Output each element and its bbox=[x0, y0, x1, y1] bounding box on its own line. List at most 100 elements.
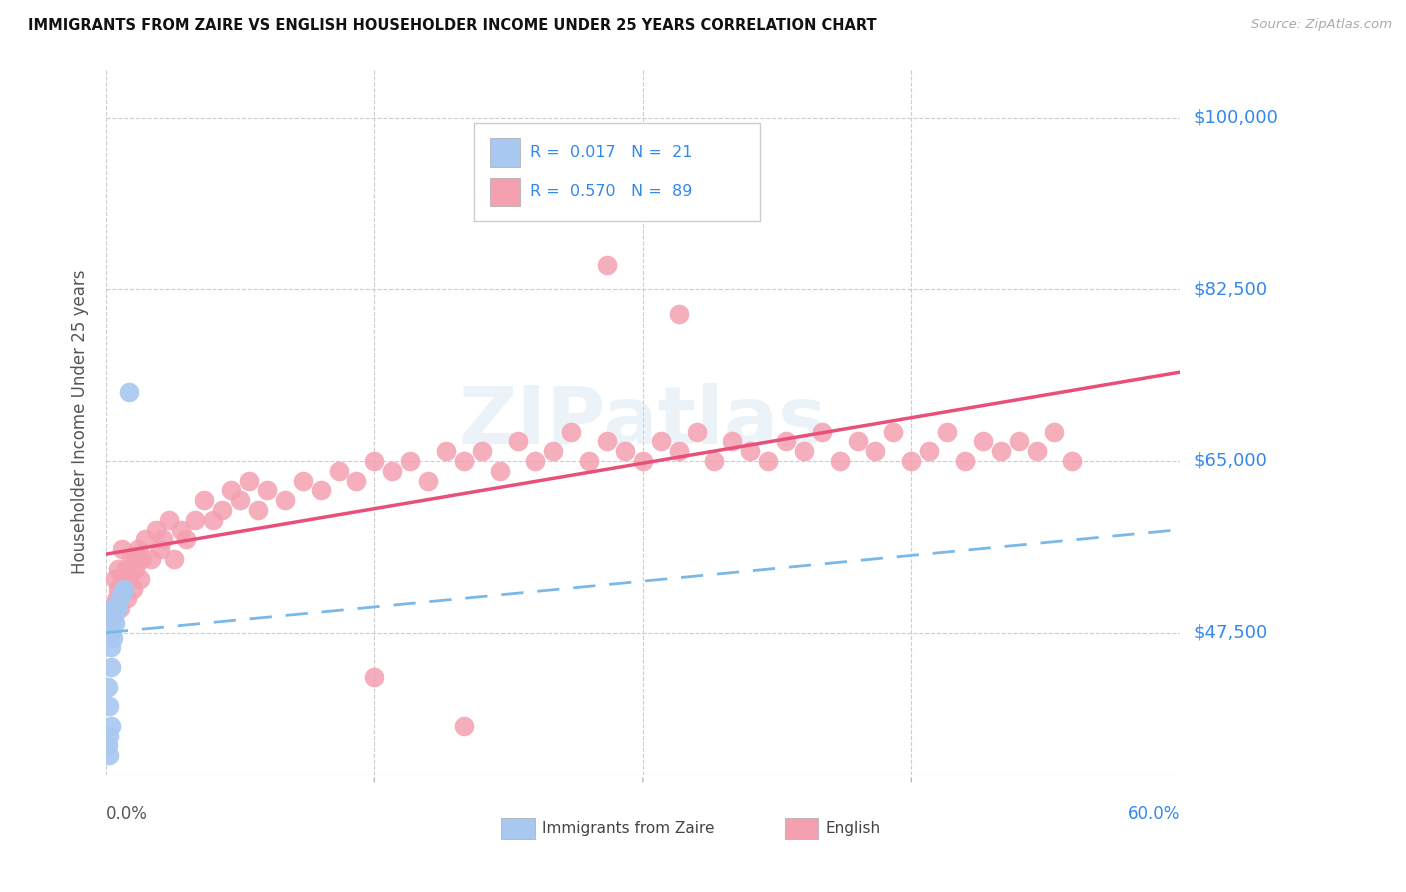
Point bbox=[256, 483, 278, 498]
Point bbox=[578, 454, 600, 468]
Point bbox=[114, 562, 136, 576]
Point bbox=[1043, 425, 1066, 439]
Point bbox=[202, 513, 225, 527]
Point bbox=[900, 454, 922, 468]
Point bbox=[596, 434, 619, 449]
Point bbox=[100, 611, 122, 625]
Point bbox=[506, 434, 529, 449]
Point bbox=[1008, 434, 1031, 449]
Point bbox=[953, 454, 976, 468]
Point bbox=[416, 474, 439, 488]
Point bbox=[105, 591, 128, 606]
Point bbox=[918, 444, 941, 458]
Point bbox=[972, 434, 994, 449]
Point bbox=[560, 425, 582, 439]
Point bbox=[721, 179, 744, 194]
Text: ZIPatlas: ZIPatlas bbox=[458, 383, 827, 461]
Point bbox=[471, 444, 494, 458]
Point bbox=[101, 601, 124, 615]
Point bbox=[112, 582, 135, 596]
Text: 60.0%: 60.0% bbox=[1128, 805, 1180, 823]
Point bbox=[328, 464, 350, 478]
Point bbox=[100, 625, 122, 640]
Text: Immigrants from Zaire: Immigrants from Zaire bbox=[543, 822, 714, 836]
Point bbox=[846, 434, 869, 449]
Text: R =  0.570   N =  89: R = 0.570 N = 89 bbox=[530, 185, 692, 200]
Point bbox=[131, 552, 153, 566]
Point bbox=[793, 444, 815, 458]
Point bbox=[247, 503, 270, 517]
Point bbox=[111, 572, 134, 586]
Point bbox=[721, 434, 744, 449]
Point bbox=[775, 434, 797, 449]
Point bbox=[117, 591, 139, 606]
Point bbox=[363, 670, 385, 684]
Point bbox=[865, 444, 887, 458]
Point bbox=[631, 454, 654, 468]
Point bbox=[453, 719, 475, 733]
Point bbox=[100, 640, 122, 655]
Point bbox=[104, 596, 127, 610]
Point bbox=[98, 699, 121, 714]
Point bbox=[105, 601, 128, 615]
Point bbox=[219, 483, 242, 498]
Point bbox=[145, 523, 167, 537]
Text: 0.0%: 0.0% bbox=[105, 805, 148, 823]
Point bbox=[238, 474, 260, 488]
Point bbox=[184, 513, 207, 527]
Y-axis label: Householder Income Under 25 years: Householder Income Under 25 years bbox=[72, 269, 89, 574]
Point bbox=[756, 454, 779, 468]
Point bbox=[363, 454, 385, 468]
Point bbox=[125, 552, 148, 566]
Point bbox=[104, 572, 127, 586]
Point bbox=[118, 572, 141, 586]
Point bbox=[120, 552, 142, 566]
Point bbox=[309, 483, 332, 498]
Point bbox=[98, 748, 121, 763]
Point bbox=[107, 596, 129, 610]
Point bbox=[129, 572, 152, 586]
Point bbox=[104, 606, 127, 620]
Point bbox=[381, 464, 404, 478]
Point bbox=[110, 601, 132, 615]
Text: $47,500: $47,500 bbox=[1194, 624, 1268, 641]
Text: $82,500: $82,500 bbox=[1194, 280, 1268, 298]
Point bbox=[101, 601, 124, 615]
Point bbox=[291, 474, 314, 488]
Point bbox=[110, 591, 132, 606]
Point bbox=[1025, 444, 1047, 458]
Point bbox=[543, 444, 565, 458]
Point bbox=[163, 552, 186, 566]
Point bbox=[100, 615, 122, 630]
Point bbox=[434, 444, 457, 458]
Point bbox=[703, 454, 725, 468]
Point bbox=[97, 680, 120, 694]
Point bbox=[211, 503, 233, 517]
Point bbox=[127, 542, 149, 557]
Point bbox=[524, 454, 547, 468]
Point bbox=[668, 444, 690, 458]
Point bbox=[118, 385, 141, 400]
Point bbox=[157, 513, 180, 527]
Point bbox=[828, 454, 851, 468]
Point bbox=[112, 582, 135, 596]
Point bbox=[176, 533, 198, 547]
Point bbox=[97, 739, 120, 753]
Point bbox=[936, 425, 959, 439]
Text: IMMIGRANTS FROM ZAIRE VS ENGLISH HOUSEHOLDER INCOME UNDER 25 YEARS CORRELATION C: IMMIGRANTS FROM ZAIRE VS ENGLISH HOUSEHO… bbox=[28, 18, 877, 33]
Point bbox=[668, 307, 690, 321]
Text: English: English bbox=[825, 822, 880, 836]
Point bbox=[882, 425, 904, 439]
Point bbox=[107, 582, 129, 596]
Point bbox=[107, 562, 129, 576]
Point bbox=[399, 454, 422, 468]
Point bbox=[121, 582, 143, 596]
Point bbox=[740, 444, 762, 458]
Point bbox=[152, 533, 174, 547]
Text: Source: ZipAtlas.com: Source: ZipAtlas.com bbox=[1251, 18, 1392, 31]
Point bbox=[104, 615, 127, 630]
Point bbox=[810, 425, 832, 439]
Point bbox=[111, 542, 134, 557]
Point bbox=[98, 729, 121, 743]
Point bbox=[101, 631, 124, 645]
